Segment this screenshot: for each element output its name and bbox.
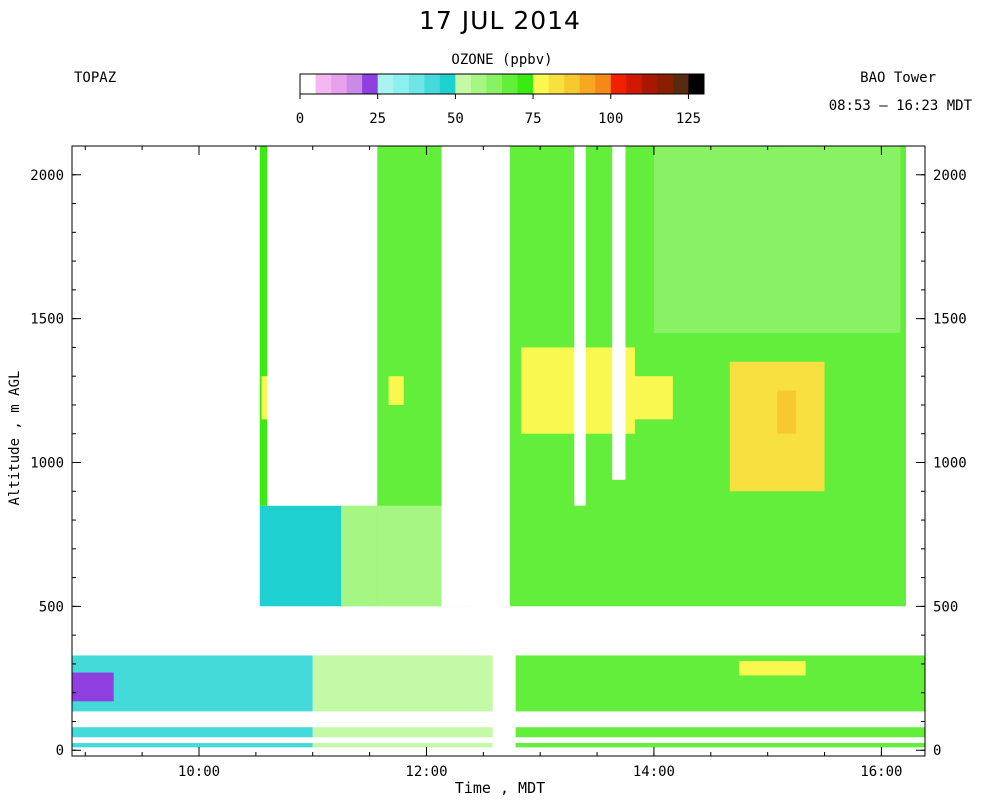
y-tick-label-right: 2000: [933, 168, 967, 184]
missing-data-gap: [441, 146, 493, 607]
colorbar-tick-label: 125: [676, 111, 701, 127]
colorbar-bin: [657, 74, 674, 94]
missing-data-gap: [72, 146, 260, 607]
ozone-region: [72, 655, 313, 748]
colorbar-bin: [579, 74, 596, 94]
colorbar-tick-label: 25: [369, 111, 386, 127]
y-tick-label-left: 2000: [30, 168, 64, 184]
colorbar-bin: [424, 74, 441, 94]
colorbar-bin: [533, 74, 549, 94]
missing-data-gap: [906, 146, 925, 607]
colorbar-bin: [331, 74, 347, 94]
colorbar-bin: [502, 74, 518, 94]
colorbar-bin: [377, 74, 394, 94]
ozone-region: [739, 661, 806, 676]
colorbar-bin: [408, 74, 425, 94]
colorbar-tick-label: 0: [296, 111, 304, 127]
ozone-region: [653, 146, 901, 334]
ozone-region: [261, 376, 268, 420]
colorbar-bin: [517, 74, 534, 94]
x-tick-label: 10:00: [178, 764, 220, 780]
missing-data-gap: [72, 711, 925, 728]
x-tick-label: 16:00: [860, 764, 902, 780]
colorbar-bin: [610, 74, 627, 94]
colorbar-bin: [595, 74, 612, 94]
colorbar-bin: [470, 74, 487, 94]
axes: 10:00 12:00 14:00 16:00 0 0 500 500 1000 1000 1500…: [30, 145, 967, 780]
missing-data-gap: [72, 606, 925, 656]
colorbar-tick-label: 100: [598, 111, 623, 127]
x-tick-label: 12:00: [405, 764, 447, 780]
colorbar-bin: [439, 74, 456, 94]
y-tick-label-left: 1000: [30, 456, 64, 472]
ozone-region: [259, 146, 268, 506]
colorbar-bin: [315, 74, 332, 94]
colorbar-tick-label: 75: [525, 111, 542, 127]
x-tick-label: 14:00: [633, 764, 675, 780]
missing-data-gap: [267, 146, 378, 506]
missing-data-gap: [72, 737, 925, 744]
colorbar-bin: [548, 74, 565, 94]
missing-data-gap: [492, 655, 516, 748]
colorbar-bin: [455, 74, 472, 94]
colorbar-bin: [300, 74, 316, 94]
y-tick-label-left: 1500: [30, 312, 64, 328]
colorbar-bin: [362, 74, 378, 94]
colorbar-title: OZONE (ppbv): [451, 52, 553, 68]
chart-title: 17 JUL 2014: [419, 6, 581, 35]
colorbar-bin: [346, 74, 363, 94]
colorbar-bin: [688, 74, 705, 94]
colorbar-bin: [672, 74, 689, 94]
ozone-region: [515, 655, 925, 748]
x-axis-label: Time , MDT: [454, 779, 546, 797]
plot-frame: [71, 145, 926, 757]
ozone-region: [729, 361, 825, 492]
y-tick-label-right: 500: [933, 599, 958, 615]
plot-area: [72, 146, 925, 748]
y-tick-label-left: 500: [39, 599, 64, 615]
ozone-region: [388, 376, 404, 405]
y-tick-label-right: 0: [933, 743, 941, 759]
time-range-label: 08:53 – 16:23 MDT: [828, 98, 972, 114]
y-tick-label-left: 0: [56, 743, 64, 759]
station-label: TOPAZ: [74, 70, 117, 86]
colorbar-bin: [486, 74, 503, 94]
colorbar: 0 25 50 75 100 125: [296, 73, 705, 127]
missing-data-gap: [574, 146, 586, 506]
colorbar-bin: [641, 74, 658, 94]
site-label: BAO Tower: [860, 70, 936, 86]
colorbar-tick-label: 50: [447, 111, 464, 127]
ozone-region: [777, 390, 797, 434]
y-tick-label-right: 1000: [933, 456, 967, 472]
y-tick-label-right: 1500: [933, 312, 967, 328]
colorbar-bin: [564, 74, 580, 94]
colorbar-frame: [299, 73, 705, 95]
ozone-region: [312, 655, 493, 748]
missing-data-gap: [612, 146, 626, 480]
colorbar-bin: [393, 74, 410, 94]
colorbar-bin: [626, 74, 643, 94]
ozone-region: [72, 672, 114, 702]
